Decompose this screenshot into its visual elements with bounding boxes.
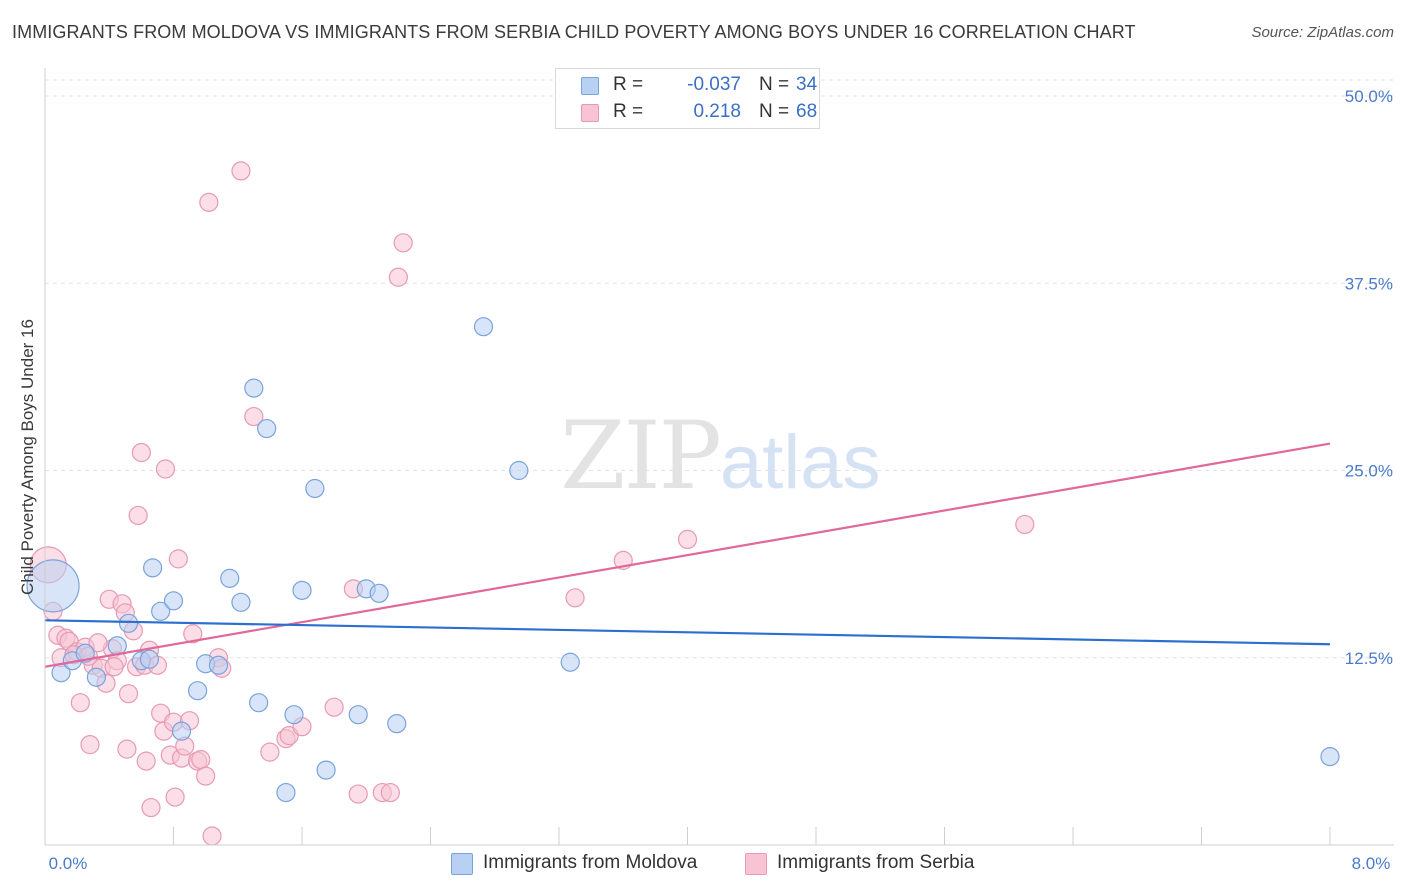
legend-n-label: N = bbox=[759, 74, 790, 95]
data-point-serbia bbox=[260, 742, 280, 762]
x-tick-label: 0.0% bbox=[49, 854, 88, 873]
y-tick-label: 50.0% bbox=[1345, 87, 1393, 106]
data-point-serbia bbox=[231, 161, 251, 181]
legend-n-label: N = bbox=[759, 101, 790, 122]
data-point-moldova bbox=[244, 378, 264, 398]
data-point-serbia bbox=[117, 739, 137, 759]
data-point-moldova bbox=[171, 721, 192, 741]
legend-r-label: R = bbox=[613, 101, 644, 122]
data-point-serbia bbox=[393, 233, 413, 253]
data-point-moldova bbox=[348, 705, 368, 725]
data-point-moldova bbox=[1320, 747, 1340, 767]
data-point-serbia bbox=[131, 442, 151, 463]
data-point-moldova bbox=[387, 714, 407, 734]
y-tick-label: 37.5% bbox=[1345, 274, 1393, 293]
data-point-moldova bbox=[163, 591, 184, 611]
legend-r-label: R = bbox=[613, 74, 644, 95]
y-tick-label: 12.5% bbox=[1345, 649, 1393, 668]
chart-source: Source: ZipAtlas.com bbox=[1251, 24, 1394, 41]
data-point-serbia bbox=[324, 697, 344, 717]
trend-line-moldova bbox=[44, 619, 1331, 646]
data-point-moldova bbox=[276, 782, 296, 803]
grid-layer: 12.5% 25.0% 37.5% 50.0% bbox=[45, 79, 1394, 668]
series-legend: Immigrants from Moldova Immigrants from … bbox=[0, 852, 1406, 876]
data-point-serbia bbox=[118, 684, 139, 704]
data-point-serbia bbox=[80, 735, 100, 755]
legend-swatch-moldova bbox=[581, 77, 599, 95]
data-point-moldova bbox=[187, 681, 208, 701]
series-moldova-points bbox=[26, 317, 1340, 803]
legend-r-value: 0.218 bbox=[693, 101, 741, 122]
legend-r-value: -0.037 bbox=[687, 74, 741, 95]
data-point-serbia bbox=[1015, 514, 1035, 535]
watermark-atlas: atlas bbox=[720, 420, 881, 505]
data-point-moldova bbox=[151, 601, 171, 621]
watermark: ZIP atlas bbox=[560, 402, 880, 511]
data-point-serbia bbox=[155, 459, 176, 479]
data-point-serbia bbox=[196, 766, 216, 786]
data-point-serbia bbox=[380, 782, 400, 803]
axis-layer: 0.0% 8.0% bbox=[44, 68, 1394, 873]
data-point-serbia bbox=[183, 624, 203, 644]
data-point-moldova bbox=[249, 693, 269, 713]
legend-swatch-serbia bbox=[745, 853, 767, 875]
data-point-moldova bbox=[143, 558, 163, 578]
data-point-serbia bbox=[388, 267, 408, 287]
data-point-serbia bbox=[191, 750, 211, 770]
data-point-serbia bbox=[165, 787, 185, 807]
y-tick-label: 25.0% bbox=[1345, 462, 1393, 481]
data-point-moldova bbox=[220, 568, 240, 588]
data-point-moldova bbox=[560, 652, 580, 672]
data-point-moldova bbox=[75, 643, 95, 663]
data-point-serbia bbox=[136, 751, 156, 771]
legend-swatch-moldova bbox=[451, 853, 473, 875]
legend-n-value: 34 bbox=[796, 74, 818, 95]
data-point-moldova bbox=[86, 667, 107, 687]
stats-legend: R = -0.037 N = 34 R = 0.218 N = 68 bbox=[555, 68, 820, 129]
data-point-serbia bbox=[88, 633, 108, 653]
data-point-moldova bbox=[473, 317, 494, 337]
data-point-serbia bbox=[168, 549, 188, 569]
y-axis-label: Child Poverty Among Boys Under 16 bbox=[18, 319, 37, 595]
watermark-zip: ZIP bbox=[560, 402, 720, 511]
trend-lines bbox=[44, 442, 1331, 668]
data-point-moldova bbox=[509, 460, 529, 481]
legend-n-value: 68 bbox=[796, 101, 818, 122]
data-point-serbia bbox=[202, 826, 222, 846]
trend-line-serbia bbox=[44, 442, 1331, 668]
legend-label-moldova: Immigrants from Moldova bbox=[483, 852, 698, 873]
data-point-serbia bbox=[677, 529, 698, 550]
data-point-moldova bbox=[369, 583, 389, 603]
data-point-moldova bbox=[305, 478, 325, 499]
legend-swatch-serbia bbox=[581, 104, 599, 122]
data-point-serbia bbox=[565, 588, 585, 608]
data-point-serbia bbox=[348, 784, 368, 804]
data-point-serbia bbox=[244, 406, 264, 427]
data-point-moldova bbox=[292, 580, 312, 600]
legend-label-serbia: Immigrants from Serbia bbox=[777, 852, 975, 873]
data-point-moldova bbox=[316, 760, 336, 780]
data-point-moldova bbox=[257, 418, 277, 439]
data-point-moldova bbox=[118, 613, 139, 633]
data-point-moldova bbox=[208, 655, 229, 675]
data-point-serbia bbox=[70, 693, 90, 713]
data-point-serbia bbox=[141, 797, 161, 818]
data-point-serbia bbox=[128, 505, 148, 526]
series-serbia-points bbox=[29, 161, 1035, 846]
data-point-serbia bbox=[199, 192, 219, 212]
data-point-moldova bbox=[26, 559, 80, 613]
chart-title: IMMIGRANTS FROM MOLDOVA VS IMMIGRANTS FR… bbox=[12, 22, 1136, 42]
x-tick-label: 8.0% bbox=[1352, 854, 1391, 873]
data-point-serbia bbox=[104, 657, 124, 677]
data-point-moldova bbox=[139, 649, 160, 669]
data-point-moldova bbox=[284, 705, 304, 725]
data-point-moldova bbox=[231, 592, 251, 612]
